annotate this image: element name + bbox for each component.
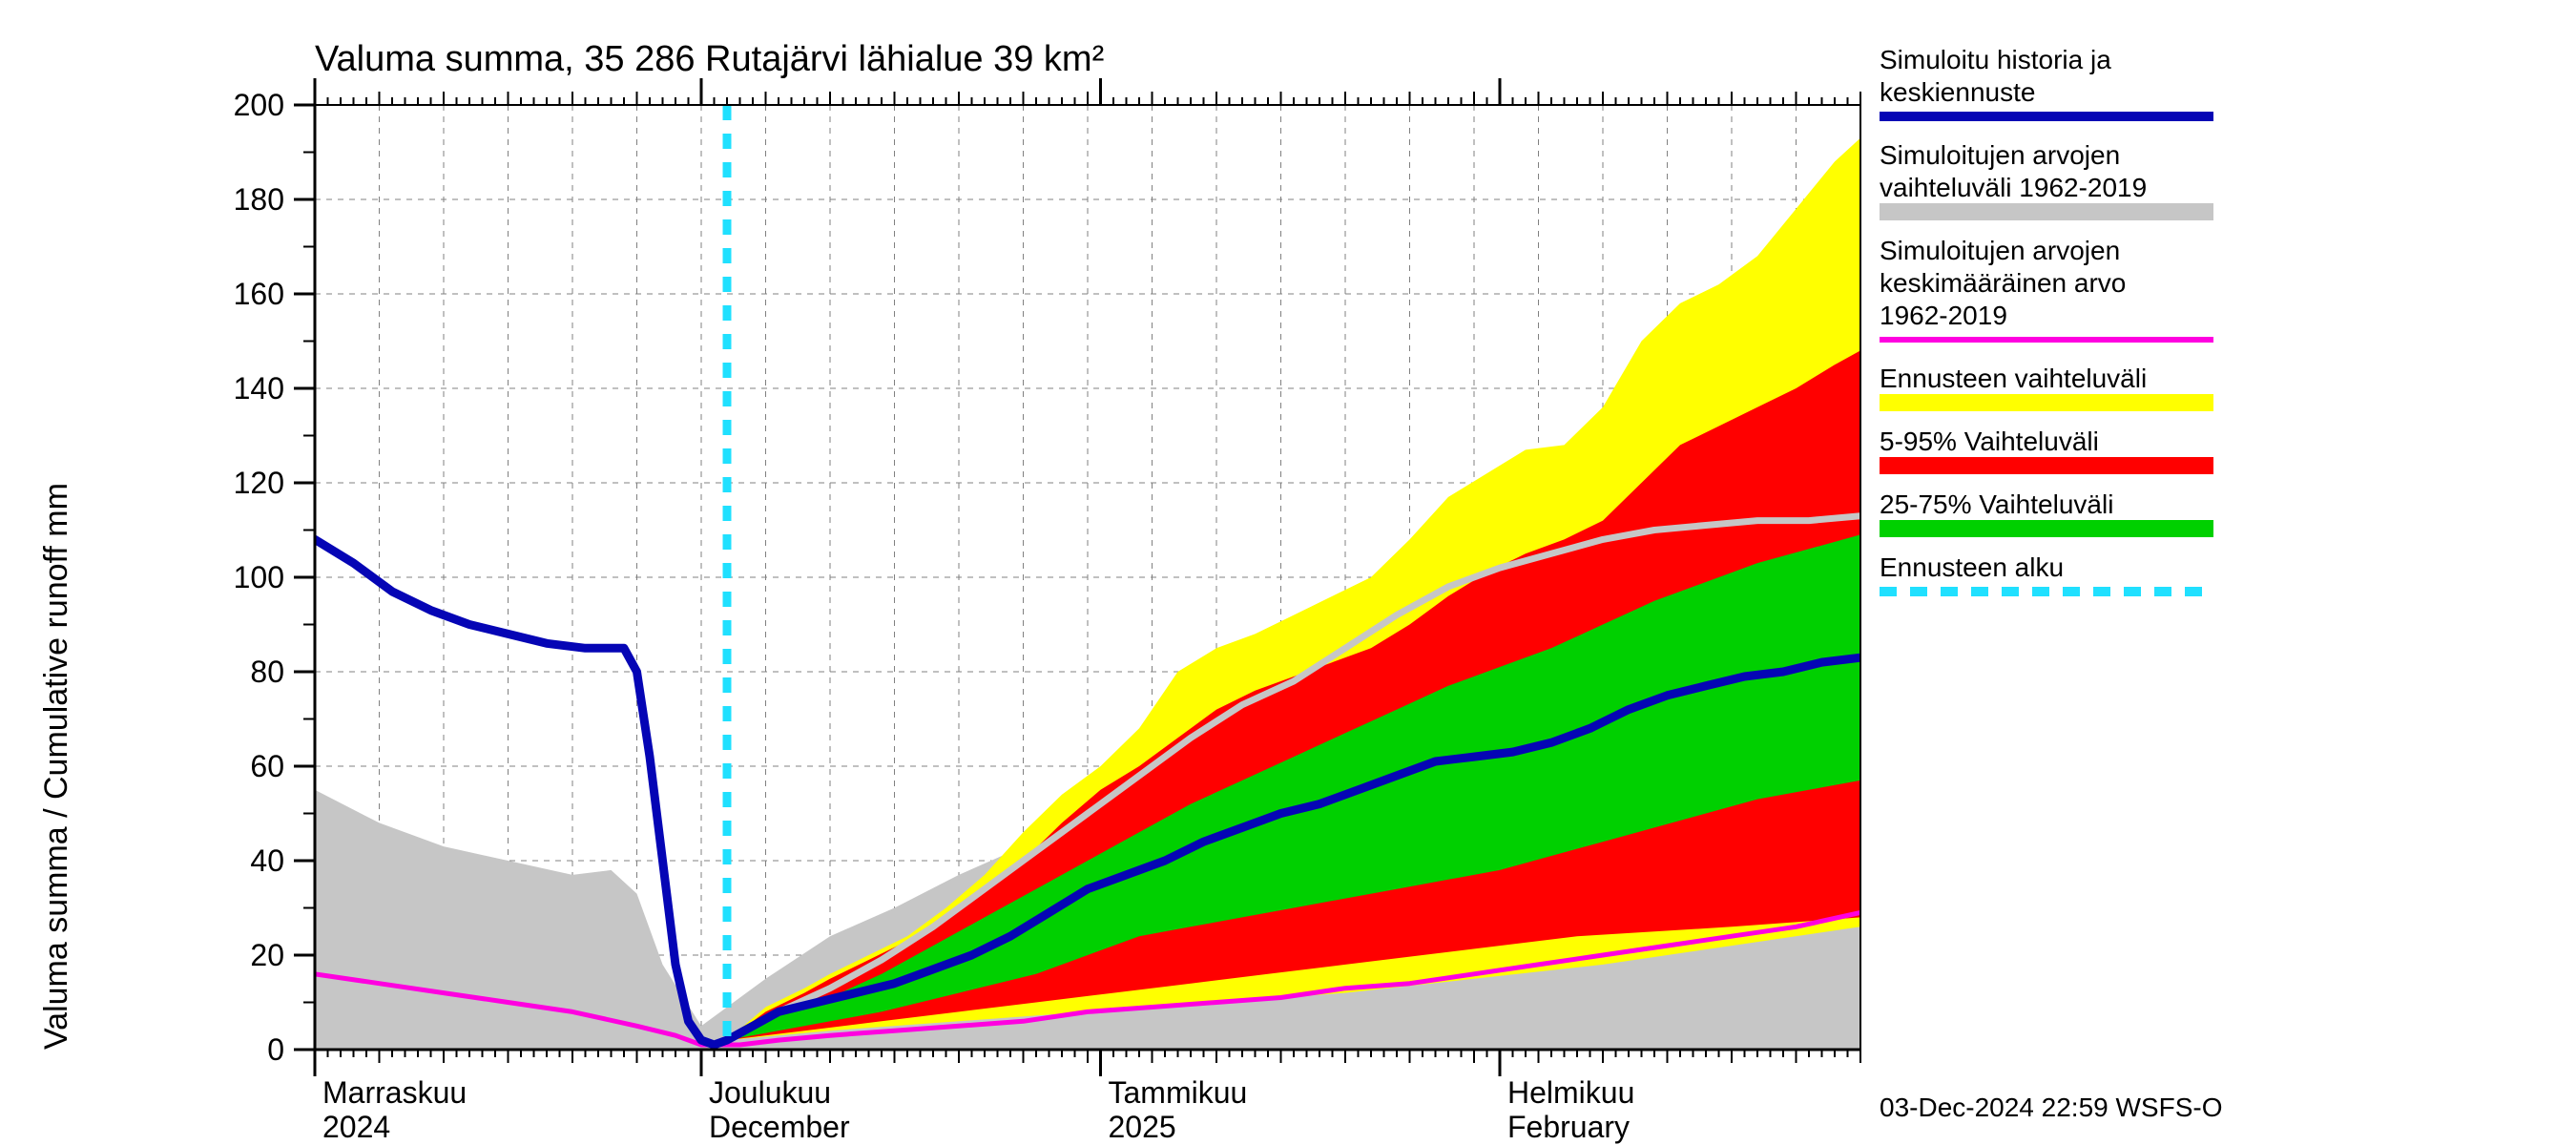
legend-label: Ennusteen vaihteluväli [1880,364,2147,393]
legend-label: Simuloitujen arvojen [1880,236,2120,265]
x-month-label2: 2024 [322,1110,390,1144]
y-axis-label: Valuma summa / Cumulative runoff mm [38,483,74,1050]
x-month-label: Marraskuu [322,1075,467,1110]
x-month-label2: February [1507,1110,1630,1144]
legend-label: keskiennuste [1880,77,2035,107]
y-tick-label: 60 [250,749,284,783]
chart-footer: 03-Dec-2024 22:59 WSFS-O [1880,1093,2223,1122]
legend-label: Simuloitu historia ja [1880,45,2111,74]
y-tick-label: 140 [234,371,284,406]
y-tick-label: 20 [250,938,284,972]
x-month-label: Helmikuu [1507,1075,1634,1110]
y-tick-label: 160 [234,277,284,311]
x-month-label: Tammikuu [1109,1075,1248,1110]
legend-label: keskimääräinen arvo [1880,268,2126,298]
legend-label: 5-95% Vaihteluväli [1880,427,2099,456]
y-tick-label: 0 [267,1032,284,1067]
x-month-label: Joulukuu [709,1075,831,1110]
legend-label: vaihteluväli 1962-2019 [1880,173,2147,202]
x-month-label2: 2025 [1109,1110,1176,1144]
y-tick-label: 80 [250,655,284,689]
y-tick-label: 40 [250,843,284,878]
y-tick-label: 180 [234,182,284,217]
chart-title: Valuma summa, 35 286 Rutajärvi lähialue … [315,39,1104,79]
x-month-label2: December [709,1110,850,1144]
legend-label: 25-75% Vaihteluväli [1880,489,2113,519]
y-tick-label: 100 [234,560,284,594]
legend-label: 1962-2019 [1880,301,2007,330]
y-tick-label: 120 [234,466,284,500]
legend-label: Ennusteen alku [1880,552,2064,582]
y-tick-label: 200 [234,88,284,122]
legend-label: Simuloitujen arvojen [1880,140,2120,170]
runoff-forecast-chart: 0 20 40 60 80 100 120 140 160 180 200 Marraskuu2024… [0,0,2576,1145]
